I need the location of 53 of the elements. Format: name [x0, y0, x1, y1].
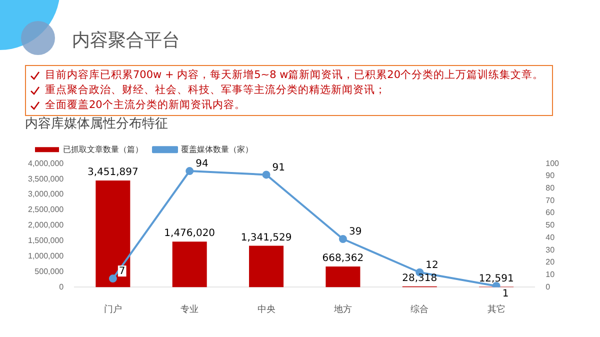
bar	[96, 180, 130, 288]
chart-title: 内容库媒体属性分布特征	[25, 115, 168, 130]
y2-tick-label: 60	[546, 208, 556, 218]
y2-tick-label: 80	[546, 184, 556, 193]
y2-tick-label: 40	[546, 232, 556, 242]
point	[186, 167, 194, 176]
bar	[249, 246, 284, 288]
data-label: 7	[118, 266, 126, 278]
y2-tick-label: 100	[546, 158, 560, 168]
y-tick-label: 0	[59, 282, 64, 292]
y2-tick-label: 70	[546, 196, 556, 205]
x-tick-label: 地方	[332, 304, 352, 314]
legend-label: 覆盖媒体数量（家）	[181, 144, 253, 154]
y-tick-label: 2,000,000	[28, 220, 64, 230]
point	[338, 234, 347, 243]
x-tick-label: 其它	[487, 304, 506, 314]
y2-tick-label: 20	[546, 258, 556, 267]
y-tick-label: 3,000,000	[28, 190, 64, 199]
data-label: 12	[426, 260, 438, 271]
y-tick-label: 500,000	[34, 266, 64, 276]
data-label: 1,341,529	[240, 232, 292, 244]
legend-label: 已抓取文章数量（篇）	[63, 144, 143, 154]
point	[262, 170, 270, 179]
text: 重点聚合政治、财经、社会、科技、军事等主流分类的精选新闻资讯；	[45, 83, 386, 98]
x-tick-label: 中央	[257, 304, 276, 314]
y2-tick-label: 0	[546, 282, 551, 292]
data-label: 94	[196, 158, 208, 170]
data-label: 1	[502, 288, 509, 300]
point	[108, 274, 117, 283]
y2-tick-label: 30	[546, 245, 556, 254]
x-tick-label: 门户	[104, 304, 122, 314]
bar	[172, 242, 207, 288]
data-label: 91	[272, 162, 286, 174]
x-tick-label: 综合	[410, 304, 429, 314]
text: 全面覆盖20个主流分类的新闻资讯内容。	[45, 98, 246, 113]
y2-tick-label: 10	[546, 270, 556, 280]
text: 目前内容库已积累700w + 内容，每天新增5~8 w篇新闻资讯，已积累20个分类的上万篇训练集文章。	[45, 68, 544, 83]
y-tick-label: 1,500,000	[28, 236, 64, 246]
y-tick-label: 2,500,000	[28, 205, 64, 214]
y-tick-label: 4,000,000	[28, 158, 64, 168]
data-label: 3,451,897	[87, 167, 138, 178]
y2-tick-label: 50	[546, 220, 556, 230]
data-label: 12,591	[478, 273, 514, 284]
data-label: 1,476,020	[164, 228, 216, 240]
text: 内容聚合平台	[72, 29, 180, 52]
data-label: 668,362	[322, 253, 364, 264]
y2-tick-label: 90	[546, 171, 556, 180]
data-label: 28,318	[402, 272, 438, 284]
bar	[326, 266, 360, 288]
x-tick-label: 专业	[180, 304, 199, 314]
data-label: 39	[348, 226, 362, 238]
y-tick-label: 1,000,000	[28, 252, 64, 261]
y-tick-label: 3,500,000	[28, 174, 64, 184]
